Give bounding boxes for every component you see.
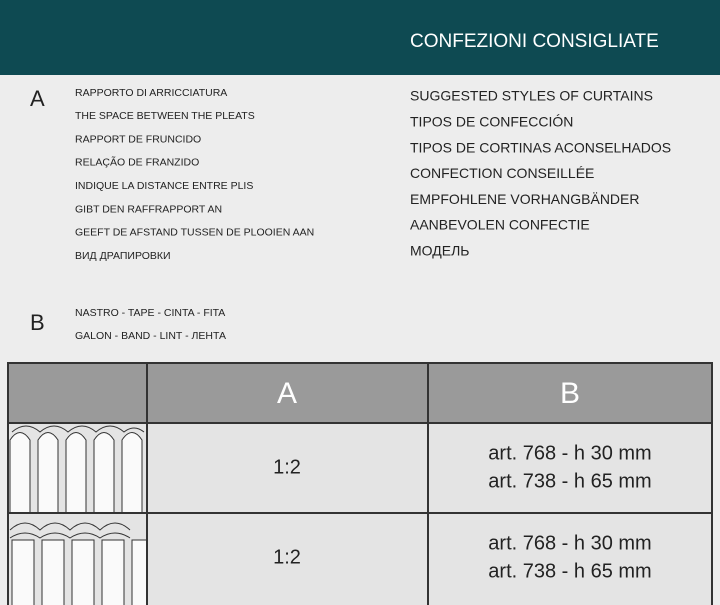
legend-line: GIBT DEN RAFFRAPPORT AN [75, 203, 222, 215]
ratio-cell: 1:2 [273, 456, 301, 478]
legend-line: RAPPORT DE FRUNCIDO [75, 133, 201, 145]
style-line: TIPOS DE CORTINAS ACONSELHADOS [410, 139, 671, 155]
curtain-image [9, 522, 146, 605]
legend-letter: B [30, 310, 45, 335]
legend-line: INDIQUE LA DISTANCE ENTRE PLIS [75, 180, 253, 192]
legend-line: RAPPORTO DI ARRICCIATURA [75, 87, 227, 99]
ratio-cell: 1:2 [273, 546, 301, 568]
article-cell: art. 768 - h 30 mm [488, 532, 651, 554]
header-title: CONFEZIONI CONSIGLIATE [410, 31, 659, 52]
legend-letter: A [30, 86, 45, 111]
style-line: SUGGESTED STYLES OF CURTAINS [410, 88, 653, 104]
legend-line: GALON - BAND - LINT - ЛЕНТА [75, 330, 226, 342]
style-line: CONFECTION CONSEILLÉE [410, 165, 594, 181]
table-header [8, 363, 712, 423]
column-header: A [277, 377, 297, 410]
style-line: TIPOS DE CONFECCIÓN [410, 114, 573, 130]
curtain-image [9, 425, 145, 512]
table [7, 362, 713, 605]
style-line: МОДЕЛЬ [410, 243, 469, 259]
article-cell: art. 738 - h 65 mm [488, 560, 651, 582]
style-line: AANBEVOLEN CONFECTIE [410, 217, 590, 233]
article-cell: art. 738 - h 65 mm [488, 470, 651, 492]
table-borders [7, 362, 713, 605]
style-line: EMPFOHLENE VORHANGBÄNDER [410, 191, 639, 207]
legend-line: NASTRO - TAPE - CINTA - FITA [75, 307, 225, 319]
header-band [0, 0, 720, 75]
legend-line: GEEFT DE AFSTAND TUSSEN DE PLOOIEN AAN [75, 227, 314, 239]
column-header: B [560, 377, 580, 410]
legend-line: ВИД ДРАПИРОВКИ [75, 250, 171, 262]
legend-line: RELAÇÃO DE FRANZIDO [75, 156, 199, 169]
legend-line: THE SPACE BETWEEN THE PLEATS [75, 110, 255, 122]
article-cell: art. 768 - h 30 mm [488, 442, 651, 464]
